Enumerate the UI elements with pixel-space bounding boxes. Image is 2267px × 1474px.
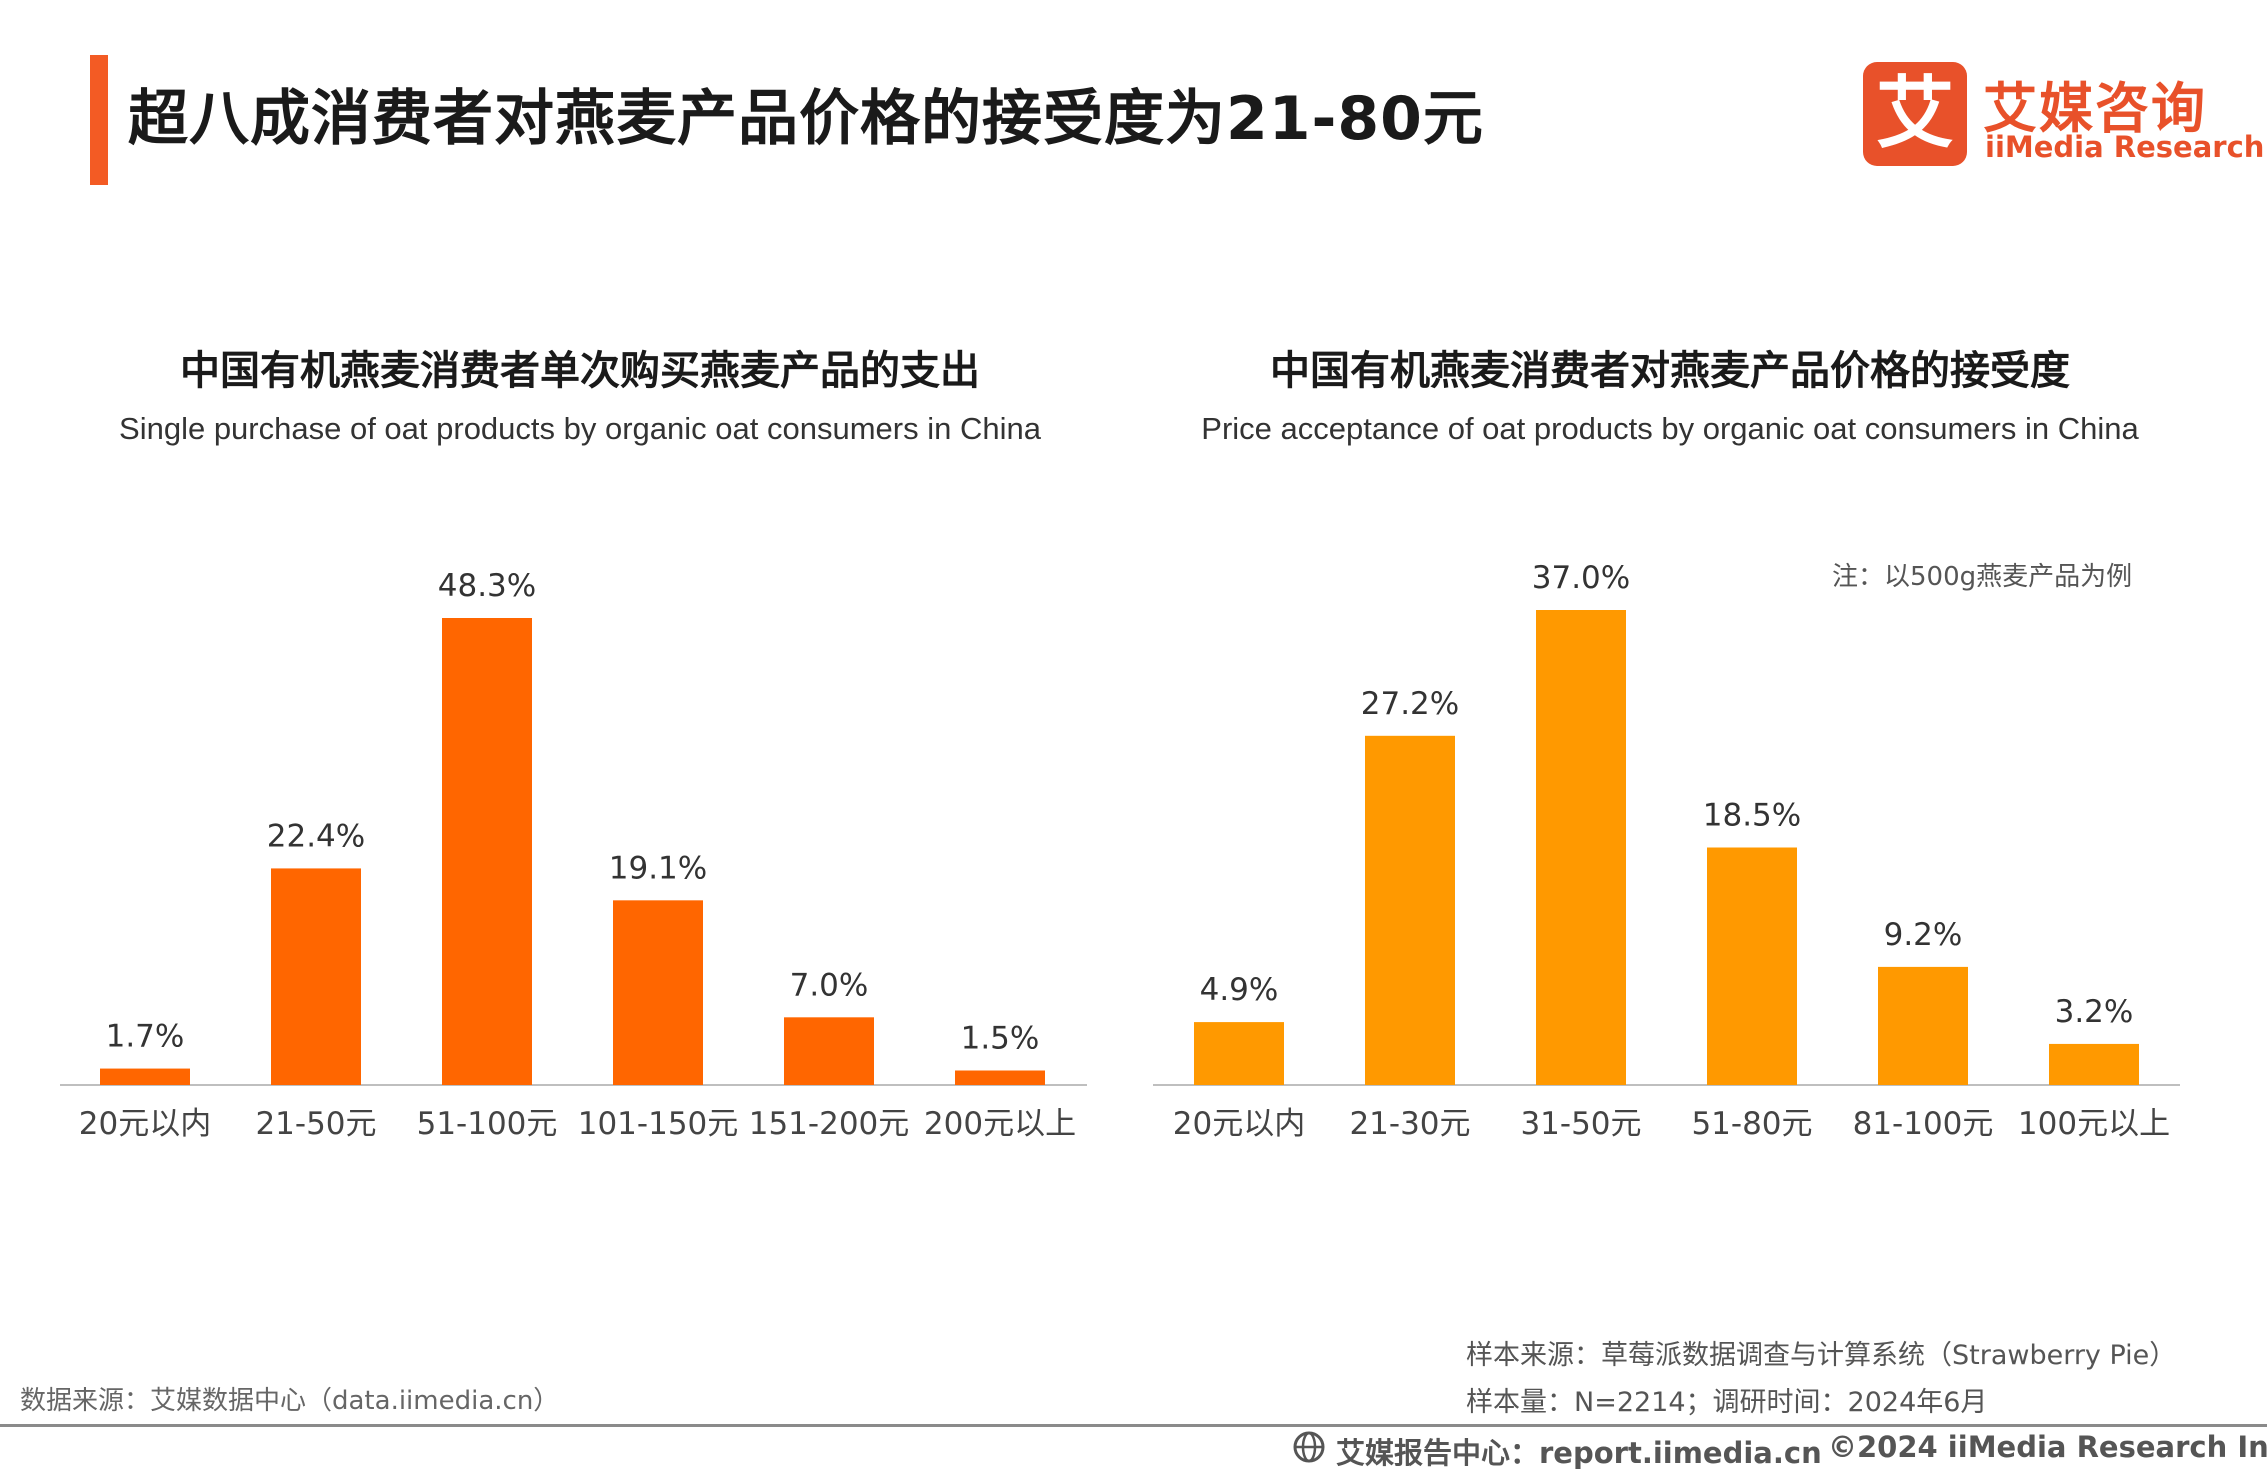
sample-size: 样本量：N=2214；调研时间：2024年6月: [1466, 1387, 1988, 1418]
chart2-category-label: 100元以上: [2018, 1106, 2170, 1142]
chart2-category-label: 21-30元: [1349, 1106, 1470, 1142]
chart1-category-label: 20元以内: [79, 1106, 211, 1142]
chart1-value-label: 48.3%: [438, 568, 536, 604]
chart1-category-label: 51-100元: [417, 1106, 558, 1142]
chart2-category-label: 31-50元: [1520, 1106, 1641, 1142]
chart1-bar: [784, 1017, 874, 1085]
logo-mark-glyph: 艾: [1875, 69, 1954, 159]
chart1-value-label: 7.0%: [790, 967, 869, 1003]
footer-report-center[interactable]: 艾媒报告中心：report.iimedia.cn: [1336, 1436, 1822, 1470]
chart1-bar-chart: 1.7% 20元以内 22.4% 21-50元 48.3% 51-100元 19.1% 101…: [60, 568, 1087, 1142]
page-title: 超八成消费者对燕麦产品价格的接受度为21-80元: [128, 84, 1484, 154]
chart1-value-label: 1.7%: [106, 1019, 185, 1055]
chart1-bar: [442, 618, 532, 1085]
chart2-bar-chart: 4.9% 20元以内 27.2% 21-30元 37.0% 31-50元 18.5% 51-8…: [1153, 560, 2180, 1142]
chart2-note: 注：以500g燕麦产品为例: [1832, 562, 2133, 592]
iimedia-logo: 艾 艾媒咨询 iiMedia Research: [1863, 62, 2264, 172]
chart1-bar: [100, 1068, 190, 1085]
globe-icon: [1293, 1431, 1325, 1463]
logo-name-en: iiMedia Research: [1985, 130, 2265, 164]
chart1-bar: [955, 1070, 1045, 1085]
chart2-category-label: 20元以内: [1173, 1106, 1305, 1142]
chart2-value-label: 27.2%: [1361, 686, 1459, 722]
chart2-title: 中国有机燕麦消费者对燕麦产品价格的接受度: [1270, 348, 2070, 394]
chart1-bar: [613, 900, 703, 1085]
chart2-value-label: 3.2%: [2055, 994, 2134, 1030]
title-accent-bar: [90, 55, 108, 185]
chart2-category-label: 51-80元: [1691, 1106, 1812, 1142]
chart2-bar: [1707, 847, 1797, 1085]
sample-source: 样本来源：草莓派数据调查与计算系统（Strawberry Pie）: [1466, 1340, 2177, 1371]
chart2-subtitle: Price acceptance of oat products by orga…: [1201, 411, 2139, 446]
chart2-bar: [1536, 610, 1626, 1085]
chart1-category-label: 151-200元: [749, 1106, 910, 1142]
chart1-category-label: 101-150元: [578, 1106, 739, 1142]
chart2-category-label: 81-100元: [1853, 1106, 1994, 1142]
chart2-value-label: 4.9%: [1200, 972, 1279, 1008]
chart1-category-label: 200元以上: [924, 1106, 1076, 1142]
footer-copyright: ©2024 iiMedia Research Inc: [1828, 1430, 2267, 1464]
chart1-value-label: 1.5%: [961, 1020, 1040, 1056]
footer-divider: [0, 1424, 2267, 1427]
data-source: 数据来源：艾媒数据中心（data.iimedia.cn）: [20, 1386, 560, 1416]
chart2-value-label: 18.5%: [1703, 798, 1801, 834]
chart2-bar: [1878, 966, 1968, 1085]
chart1-subtitle: Single purchase of oat products by organ…: [119, 411, 1041, 446]
logo-mark: 艾: [1863, 62, 1967, 166]
chart2-value-label: 37.0%: [1532, 560, 1630, 596]
chart1-bar: [271, 868, 361, 1085]
chart2-value-label: 9.2%: [1884, 917, 1963, 953]
chart1-value-label: 22.4%: [267, 818, 365, 854]
chart2-bar: [2049, 1043, 2139, 1085]
chart2-bar: [1194, 1022, 1284, 1085]
chart1-category-label: 21-50元: [255, 1106, 376, 1142]
chart1-value-label: 19.1%: [609, 850, 707, 886]
chart2-bar: [1365, 735, 1455, 1085]
logo-name-cn: 艾媒咨询: [1983, 77, 2207, 140]
chart1-title: 中国有机燕麦消费者单次购买燕麦产品的支出: [180, 348, 980, 394]
